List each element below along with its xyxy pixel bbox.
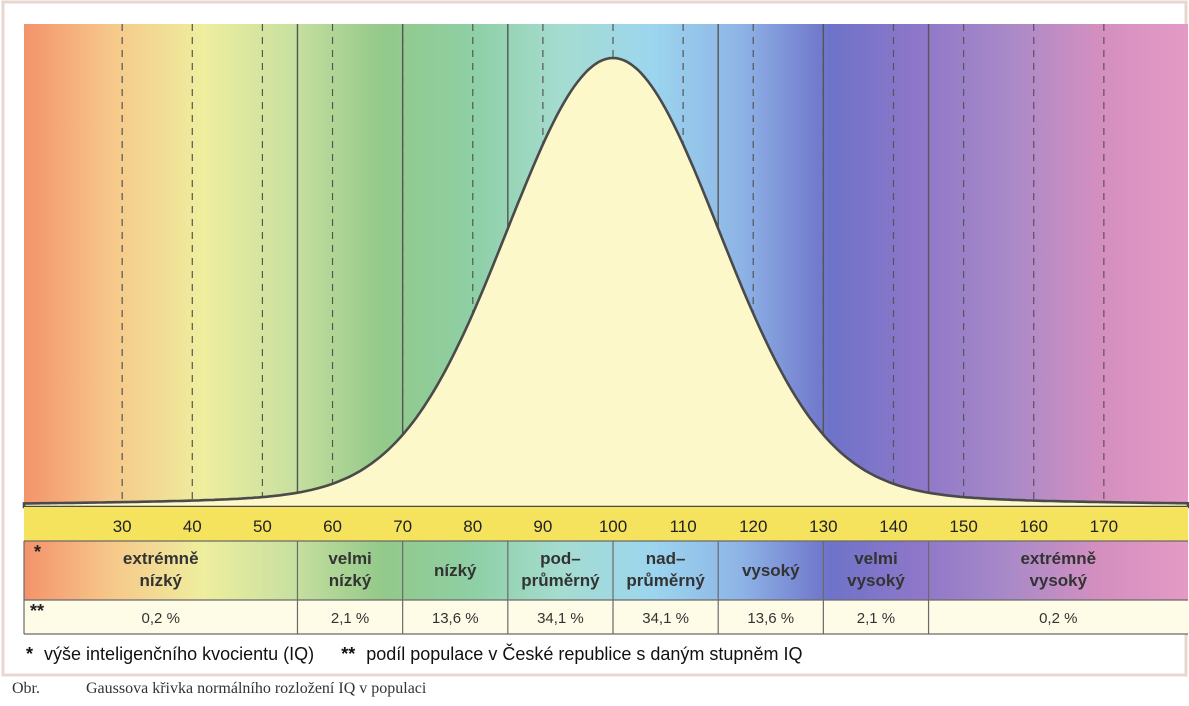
band-label: extrémně vysoký — [1020, 549, 1096, 590]
band-share: 13,6 % — [432, 610, 479, 627]
band-share: 0,2 % — [142, 610, 180, 627]
caption-text: Gaussova křivka normálního rozložení IQ … — [86, 680, 427, 697]
x-tick-label: 50 — [253, 517, 272, 536]
band-label: velmi vysoký — [847, 549, 905, 590]
band-share: 34,1 % — [642, 610, 689, 627]
level-row-background — [24, 541, 1188, 600]
band-label: nad– průměrný — [626, 549, 705, 590]
band-share: 2,1 % — [331, 610, 369, 627]
x-tick-label: 140 — [879, 517, 907, 536]
caption-label: Obr. — [12, 680, 40, 697]
footnote-share-text: podíl populace v České republice s daným… — [366, 643, 802, 664]
x-tick-label: 150 — [949, 517, 977, 536]
figure-caption: Obr. Gaussova křivka normálního rozložení… — [12, 680, 426, 698]
x-tick-label: 120 — [739, 517, 767, 536]
x-tick-label: 40 — [183, 517, 202, 536]
band-share: 2,1 % — [857, 610, 895, 627]
x-tick-label: 30 — [113, 517, 132, 536]
band-share: 0,2 % — [1039, 610, 1077, 627]
band-label: pod– průměrný — [521, 549, 600, 590]
band-label: vysoký — [742, 561, 800, 580]
footnote-level-text: výše inteligenčního kvocientu (IQ) — [44, 644, 314, 664]
table-lines — [23, 540, 1188, 635]
band-share: 13,6 % — [747, 610, 794, 627]
x-tick-label: 80 — [463, 517, 482, 536]
band-share: 34,1 % — [537, 610, 584, 627]
x-tick-label: 70 — [393, 517, 412, 536]
x-tick-label: 100 — [599, 517, 627, 536]
footnote-share-marker: ** — [341, 644, 355, 664]
x-tick-label: 160 — [1020, 517, 1048, 536]
share-row-marker: ** — [30, 601, 44, 621]
x-tick-label: 130 — [809, 517, 837, 536]
x-tick-label: 60 — [323, 517, 342, 536]
x-axis-ticks: 30 40 50 60 70 80 90 100 110 120 130 140 150 160 170 — [113, 517, 1118, 536]
level-row-marker: * — [34, 542, 41, 562]
gaussian-curve — [22, 56, 1189, 509]
band-labels: extrémně nízký 0,2 % velmi nízký 2,1 % nízký 13… — [123, 549, 1096, 627]
band-label: extrémně nízký — [123, 549, 199, 590]
footnote: * výše inteligenčního kvocientu (IQ) ** … — [26, 643, 802, 664]
band-label: velmi nízký — [328, 549, 372, 590]
axis-strip — [24, 507, 1188, 541]
share-row-background — [24, 600, 1188, 634]
x-tick-label: 170 — [1090, 517, 1118, 536]
x-tick-label: 110 — [670, 517, 697, 536]
band-label: nízký — [434, 561, 477, 580]
x-tick-label: 90 — [533, 517, 552, 536]
footnote-level-marker: * — [26, 644, 33, 664]
